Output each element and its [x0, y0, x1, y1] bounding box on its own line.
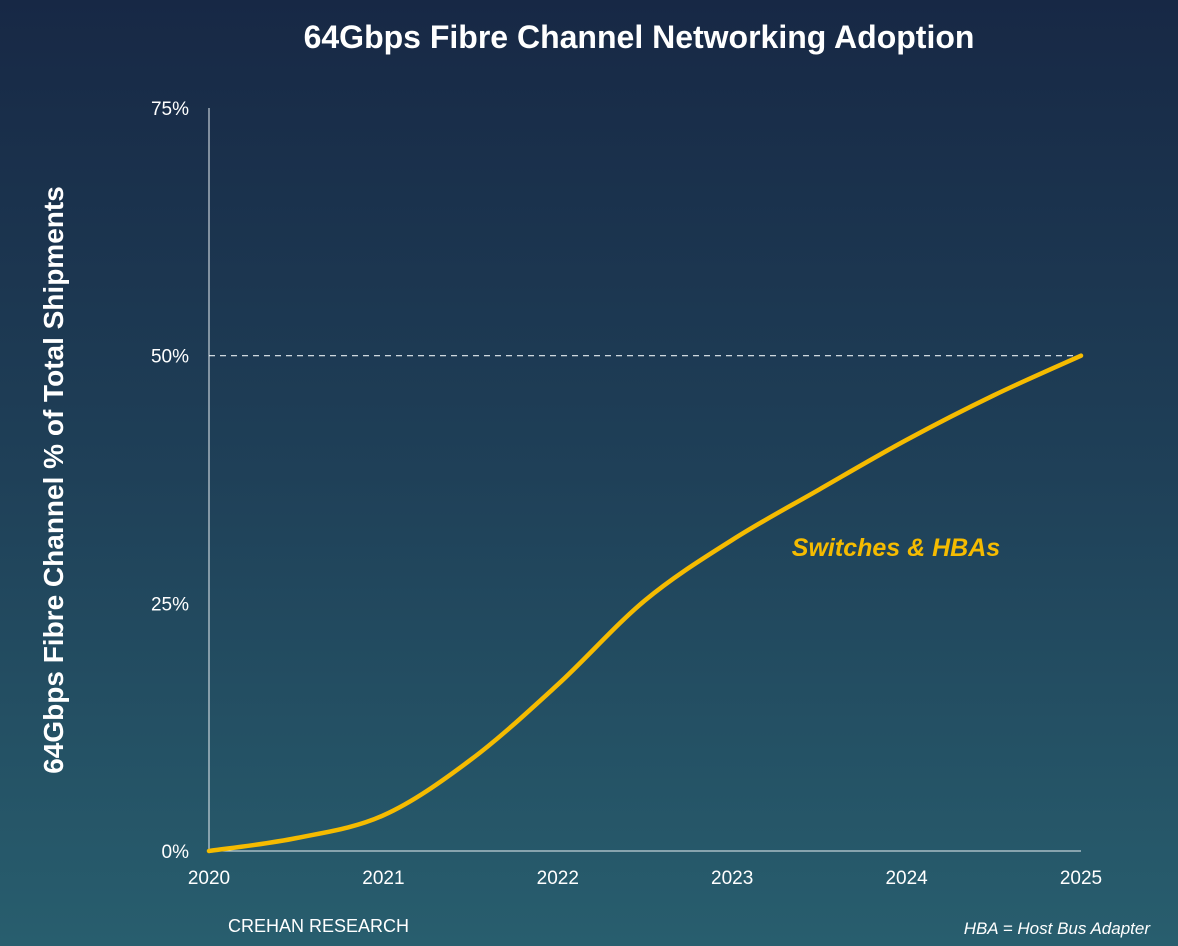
- y-axis-label: 64Gbps Fibre Channel % of Total Shipment…: [38, 186, 69, 774]
- x-tick-label: 2021: [362, 868, 404, 889]
- series-label: Switches & HBAs: [792, 534, 1000, 562]
- series-line-switches-hbas: [206, 353, 1084, 854]
- x-tick-label: 2020: [188, 868, 230, 889]
- x-tick-label: 2023: [711, 868, 753, 889]
- y-tick-label: 0%: [162, 842, 190, 863]
- x-tick-label: 2025: [1060, 868, 1102, 889]
- y-tick-label: 75%: [151, 99, 189, 120]
- x-tick-label: 2022: [537, 868, 579, 889]
- x-tick-label: 2024: [885, 868, 928, 889]
- chart-title: 64Gbps Fibre Channel Networking Adoption: [304, 19, 975, 55]
- y-tick-label: 25%: [151, 594, 189, 615]
- footnote: HBA = Host Bus Adapter: [964, 919, 1152, 938]
- y-tick-label: 50%: [151, 347, 189, 368]
- source-label: CREHAN RESEARCH: [228, 916, 409, 936]
